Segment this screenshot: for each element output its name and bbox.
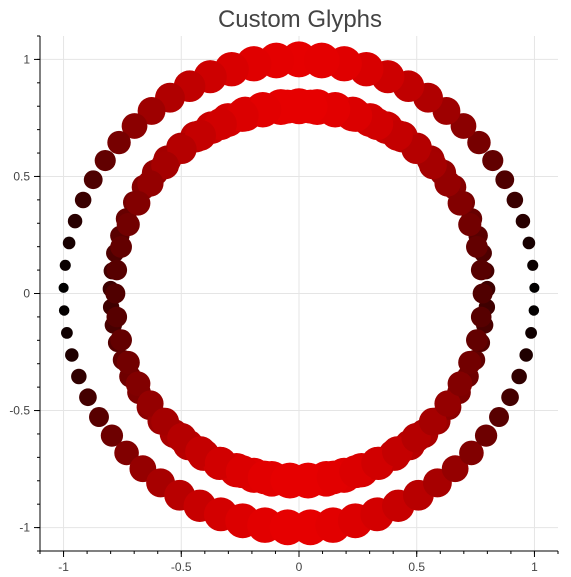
scatter-point	[527, 259, 539, 271]
scatter-point	[59, 259, 71, 271]
scatter-point	[137, 170, 164, 197]
scatter-point	[470, 259, 492, 281]
scatter-point	[121, 113, 148, 139]
scatter-point	[116, 212, 140, 237]
scatter-point	[467, 130, 491, 155]
y-tick-label: 0.5	[13, 169, 30, 183]
scatter-point	[79, 388, 97, 407]
y-tick-label: -1	[19, 521, 30, 535]
scatter-point	[501, 388, 519, 407]
scatter-point	[151, 151, 180, 180]
y-tick-label: -0.5	[9, 404, 30, 418]
scatter-point	[447, 371, 473, 397]
scatter-point	[116, 350, 140, 375]
scatter-point	[506, 191, 524, 209]
scatter-points	[58, 41, 540, 546]
scatter-point	[466, 329, 488, 351]
scatter-point	[106, 259, 128, 281]
scatter-point	[100, 424, 124, 447]
scatter-point	[515, 213, 531, 229]
chart-title: Custom Glyphs	[218, 6, 382, 33]
scatter-point	[74, 191, 92, 209]
scatter-point	[303, 42, 340, 79]
x-tick-label: -0.5	[171, 560, 192, 574]
scatter-point	[105, 283, 126, 304]
scatter-point	[65, 348, 79, 362]
scatter-point	[459, 440, 484, 466]
scatter-point	[107, 130, 131, 155]
scatter-point	[125, 371, 151, 397]
scatter-point	[495, 170, 515, 190]
scatter-point	[58, 305, 70, 316]
scatter-point	[458, 350, 482, 375]
scatter-point	[458, 212, 482, 237]
scatter-point	[418, 407, 447, 436]
scatter-point	[519, 348, 533, 362]
scatter-point	[110, 329, 132, 351]
y-tick-label: 1	[23, 52, 30, 66]
scatter-point	[447, 190, 473, 216]
scatter-point	[58, 282, 69, 293]
scatter-point	[470, 306, 492, 328]
scatter-point	[466, 236, 488, 258]
scatter-point	[114, 440, 139, 466]
scatter-point	[529, 282, 540, 293]
scatter-point	[482, 149, 504, 172]
scatter-point	[89, 407, 109, 427]
scatter-point	[106, 306, 128, 328]
scatter-point	[474, 424, 498, 447]
x-axis-ticks: -1 -0.5 0 0.5 1	[39, 551, 559, 574]
scatter-point	[441, 455, 469, 483]
scatter-point	[67, 213, 83, 229]
scatter-point	[525, 327, 537, 339]
x-tick-label: 0	[296, 560, 303, 574]
scatter-point	[110, 236, 132, 258]
scatter-point	[434, 170, 461, 197]
scatter-point	[472, 283, 493, 304]
x-tick-label: 1	[531, 560, 538, 574]
scatter-point	[125, 190, 151, 216]
scatter-point	[522, 236, 536, 250]
y-axis-ticks: 1 0.5 0 -0.5 -1	[9, 35, 40, 552]
scatter-point	[137, 390, 164, 417]
y-tick-label: 0	[23, 287, 30, 301]
x-tick-label: -1	[58, 560, 69, 574]
scatter-point	[489, 407, 509, 427]
scatter-point	[94, 149, 116, 172]
scatter-point	[83, 170, 103, 190]
scatter-point	[71, 368, 87, 385]
scatter-point	[61, 327, 73, 339]
scatter-point	[528, 305, 540, 316]
scatter-point	[434, 390, 461, 417]
scatter-point	[62, 236, 76, 250]
scatter-point	[511, 368, 527, 385]
x-tick-label: 0.5	[408, 560, 425, 574]
